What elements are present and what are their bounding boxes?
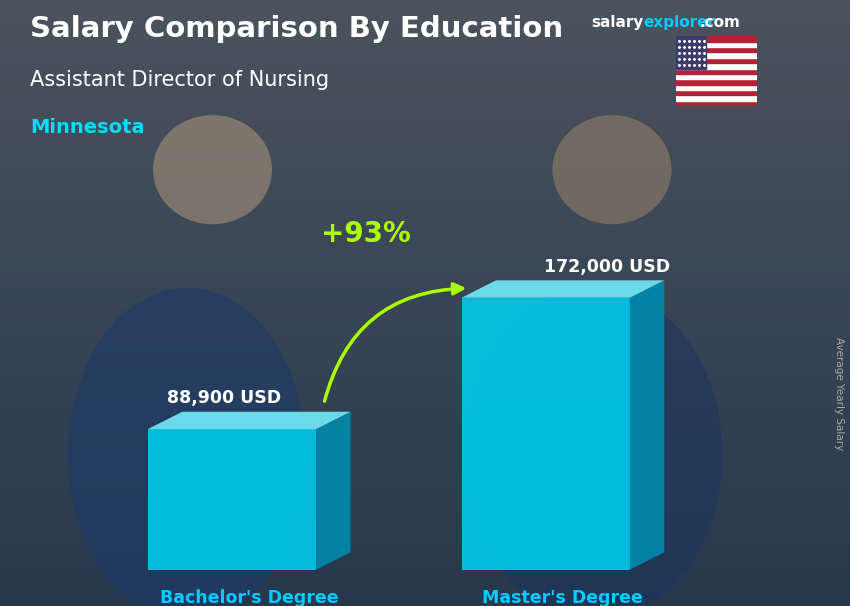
Text: Minnesota: Minnesota	[30, 118, 145, 137]
Polygon shape	[148, 429, 316, 570]
Text: salary: salary	[591, 15, 643, 30]
Ellipse shape	[153, 115, 272, 224]
Polygon shape	[148, 411, 350, 429]
Ellipse shape	[552, 115, 672, 224]
Text: Master's Degree: Master's Degree	[482, 588, 643, 606]
Text: Assistant Director of Nursing: Assistant Director of Nursing	[30, 70, 329, 90]
Ellipse shape	[68, 288, 306, 606]
Bar	[676, 42, 756, 47]
Bar	[676, 36, 706, 68]
Bar	[676, 85, 756, 90]
Text: Average Yearly Salary: Average Yearly Salary	[834, 338, 844, 450]
Text: .com: .com	[700, 15, 740, 30]
Bar	[676, 74, 756, 79]
Text: 172,000 USD: 172,000 USD	[544, 258, 670, 276]
Bar	[676, 58, 756, 63]
Bar	[676, 36, 756, 42]
Text: Salary Comparison By Education: Salary Comparison By Education	[30, 15, 563, 43]
Polygon shape	[462, 281, 665, 298]
Polygon shape	[316, 411, 350, 570]
Polygon shape	[630, 281, 665, 570]
Bar	[676, 63, 756, 68]
Polygon shape	[462, 298, 630, 570]
Bar	[676, 101, 756, 106]
Bar	[676, 79, 756, 85]
Bar	[676, 95, 756, 101]
Text: Bachelor's Degree: Bachelor's Degree	[160, 588, 338, 606]
Bar	[676, 68, 756, 74]
Text: +93%: +93%	[321, 221, 411, 248]
Bar	[676, 47, 756, 53]
Ellipse shape	[468, 288, 722, 606]
Bar	[676, 90, 756, 95]
Bar	[676, 53, 756, 58]
Text: 88,900 USD: 88,900 USD	[167, 389, 281, 407]
Text: explorer: explorer	[643, 15, 716, 30]
